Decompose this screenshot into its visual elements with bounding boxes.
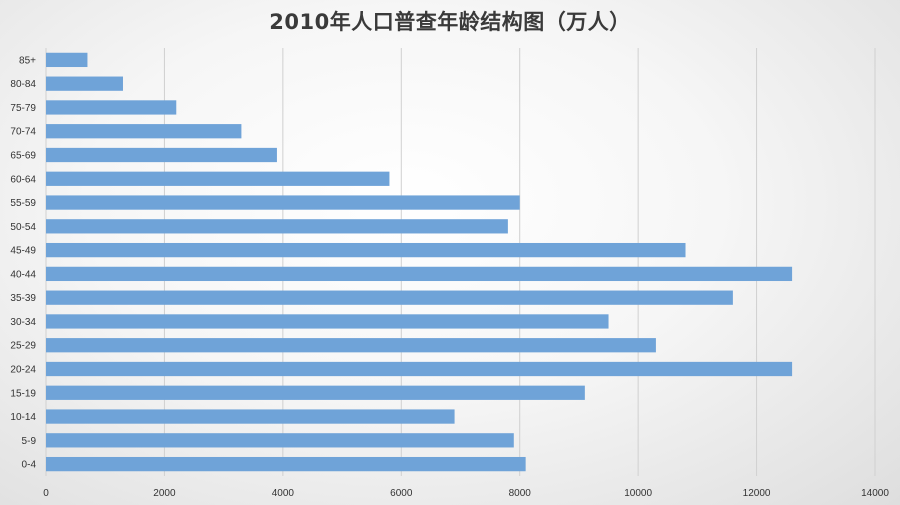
bar-10-14 <box>46 409 455 424</box>
category-label: 75-79 <box>10 103 36 114</box>
category-label: 55-59 <box>10 198 36 209</box>
category-label: 50-54 <box>10 222 36 233</box>
category-label: 70-74 <box>10 127 36 138</box>
category-label: 35-39 <box>10 293 36 304</box>
x-tick-label: 8000 <box>509 488 532 499</box>
category-label: 40-44 <box>10 269 36 280</box>
bar-45-49 <box>46 242 686 258</box>
x-tick-label: 12000 <box>743 488 771 499</box>
bar-0-4 <box>46 456 526 472</box>
bar-50-54 <box>46 219 508 234</box>
bar-5-9 <box>46 433 514 448</box>
category-label: 20-24 <box>10 365 36 376</box>
x-tick-label: 4000 <box>272 488 295 499</box>
bar-60-64 <box>46 171 390 186</box>
category-label: 15-19 <box>10 388 36 399</box>
category-label: 60-64 <box>10 174 36 185</box>
bar-20-24 <box>46 361 793 377</box>
category-label: 30-34 <box>10 317 36 328</box>
category-label: 5-9 <box>22 436 37 447</box>
bar-65-69 <box>46 147 277 163</box>
bar-15-19 <box>46 385 585 400</box>
gridlines <box>45 48 876 476</box>
category-label: 10-14 <box>10 412 36 423</box>
bar-55-59 <box>46 195 520 210</box>
category-label: 0-4 <box>22 460 37 471</box>
category-label: 80-84 <box>10 79 36 90</box>
category-label: 65-69 <box>10 151 36 162</box>
x-tick-label: 0 <box>43 488 49 499</box>
x-tick-label: 2000 <box>153 488 176 499</box>
x-tick-label: 14000 <box>861 488 889 499</box>
category-label: 45-49 <box>10 246 36 257</box>
bar-40-44 <box>46 266 793 282</box>
bar-25-29 <box>46 338 656 353</box>
bar-85+ <box>46 52 88 68</box>
bar-70-74 <box>46 124 242 139</box>
bar-35-39 <box>46 290 733 305</box>
x-tick-label: 10000 <box>624 488 652 499</box>
bar-75-79 <box>46 100 177 115</box>
chart-title: 2010年人口普查年龄结构图（万人） <box>269 10 631 34</box>
category-label: 85+ <box>19 55 36 66</box>
bar-80-84 <box>46 76 123 91</box>
x-tick-label: 6000 <box>390 488 413 499</box>
category-labels: 0-4 5-9 10-14 15-19 20-24 25-29 30-34 35-39 40-4… <box>10 55 36 470</box>
bar-30-34 <box>46 314 609 329</box>
bars <box>46 52 793 472</box>
category-label: 25-29 <box>10 341 36 352</box>
x-tick-labels: 0 2000 4000 6000 8000 10000 12000 14000 <box>43 488 889 499</box>
